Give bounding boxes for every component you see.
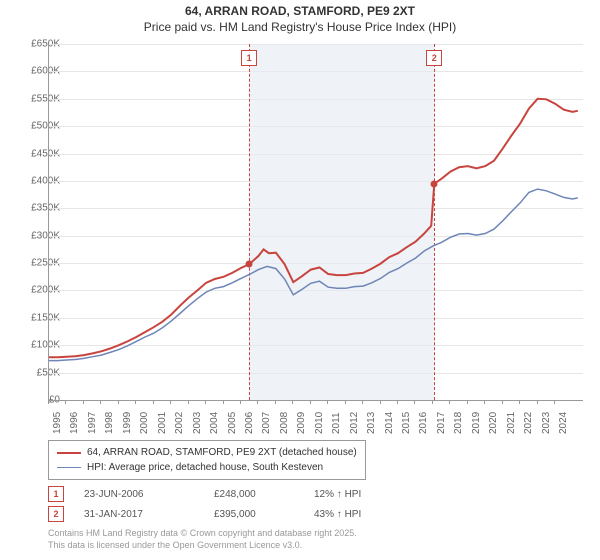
x-tick-label: 1997 bbox=[87, 412, 98, 434]
attribution: Contains HM Land Registry data © Crown c… bbox=[48, 528, 357, 551]
plot-area: 12 bbox=[48, 44, 583, 401]
x-tick-label: 1999 bbox=[122, 412, 133, 434]
x-tick-label: 2024 bbox=[558, 412, 569, 434]
event-date: 23-JUN-2006 bbox=[84, 489, 194, 500]
legend-label: HPI: Average price, detached house, Sout… bbox=[87, 460, 323, 475]
legend-label: 64, ARRAN ROAD, STAMFORD, PE9 2XT (detac… bbox=[87, 445, 357, 460]
x-tick-label: 2004 bbox=[209, 412, 220, 434]
x-tick-label: 2008 bbox=[279, 412, 290, 434]
x-tick-label: 2023 bbox=[541, 412, 552, 434]
x-tick-label: 2016 bbox=[418, 412, 429, 434]
x-tick bbox=[153, 400, 154, 404]
x-tick bbox=[223, 400, 224, 404]
series-line bbox=[49, 99, 578, 358]
x-tick-label: 2009 bbox=[296, 412, 307, 434]
x-tick-label: 2003 bbox=[192, 412, 203, 434]
x-tick bbox=[275, 400, 276, 404]
x-tick bbox=[83, 400, 84, 404]
event-delta: 12% ↑ HPI bbox=[314, 489, 361, 500]
x-tick-label: 2018 bbox=[453, 412, 464, 434]
event-row: 1 23-JUN-2006 £248,000 12% ↑ HPI bbox=[48, 486, 361, 502]
x-tick bbox=[135, 400, 136, 404]
footer-line1: Contains HM Land Registry data © Crown c… bbox=[48, 528, 357, 540]
x-tick-label: 2022 bbox=[523, 412, 534, 434]
legend-row: 64, ARRAN ROAD, STAMFORD, PE9 2XT (detac… bbox=[57, 445, 357, 460]
x-tick bbox=[240, 400, 241, 404]
event-date: 31-JAN-2017 bbox=[84, 509, 194, 520]
event-row: 2 31-JAN-2017 £395,000 43% ↑ HPI bbox=[48, 506, 361, 522]
x-tick bbox=[188, 400, 189, 404]
legend-row: HPI: Average price, detached house, Sout… bbox=[57, 460, 357, 475]
x-tick bbox=[310, 400, 311, 404]
chart-container: 64, ARRAN ROAD, STAMFORD, PE9 2XT Price … bbox=[0, 0, 600, 560]
x-tick bbox=[554, 400, 555, 404]
event-delta: 43% ↑ HPI bbox=[314, 509, 361, 520]
x-tick bbox=[205, 400, 206, 404]
x-tick bbox=[397, 400, 398, 404]
x-tick bbox=[484, 400, 485, 404]
x-tick-label: 2013 bbox=[366, 412, 377, 434]
x-tick-label: 1995 bbox=[52, 412, 63, 434]
events-table: 1 23-JUN-2006 £248,000 12% ↑ HPI 2 31-JAN-201… bbox=[48, 486, 361, 526]
x-tick-label: 2019 bbox=[471, 412, 482, 434]
legend-swatch bbox=[57, 452, 81, 454]
series-svg bbox=[49, 44, 583, 400]
x-tick bbox=[65, 400, 66, 404]
x-tick bbox=[467, 400, 468, 404]
x-tick bbox=[519, 400, 520, 404]
chart-title: 64, ARRAN ROAD, STAMFORD, PE9 2XT Price … bbox=[0, 0, 600, 35]
title-line2: Price paid vs. HM Land Registry's House … bbox=[0, 20, 600, 36]
event-price: £248,000 bbox=[214, 489, 294, 500]
legend-swatch bbox=[57, 467, 81, 468]
x-tick bbox=[345, 400, 346, 404]
x-tick-label: 2021 bbox=[506, 412, 517, 434]
x-tick-label: 2011 bbox=[331, 412, 342, 434]
x-tick bbox=[380, 400, 381, 404]
title-line1: 64, ARRAN ROAD, STAMFORD, PE9 2XT bbox=[0, 4, 600, 20]
x-tick bbox=[100, 400, 101, 404]
legend: 64, ARRAN ROAD, STAMFORD, PE9 2XT (detac… bbox=[48, 440, 366, 480]
x-tick bbox=[48, 400, 49, 404]
x-tick-label: 1998 bbox=[104, 412, 115, 434]
x-tick-label: 2005 bbox=[227, 412, 238, 434]
x-tick bbox=[502, 400, 503, 404]
x-tick-label: 2020 bbox=[488, 412, 499, 434]
event-number: 2 bbox=[48, 506, 64, 522]
x-tick bbox=[449, 400, 450, 404]
x-tick bbox=[327, 400, 328, 404]
x-tick bbox=[537, 400, 538, 404]
series-line bbox=[49, 189, 578, 361]
event-price: £395,000 bbox=[214, 509, 294, 520]
x-tick bbox=[414, 400, 415, 404]
x-tick-label: 2006 bbox=[244, 412, 255, 434]
x-tick-label: 2001 bbox=[157, 412, 168, 434]
x-tick-label: 2014 bbox=[384, 412, 395, 434]
x-tick-label: 2017 bbox=[436, 412, 447, 434]
x-tick bbox=[257, 400, 258, 404]
x-tick-label: 2012 bbox=[349, 412, 360, 434]
event-number: 1 bbox=[48, 486, 64, 502]
x-tick bbox=[170, 400, 171, 404]
footer-line2: This data is licensed under the Open Gov… bbox=[48, 540, 357, 552]
x-tick-label: 1996 bbox=[69, 412, 80, 434]
x-tick bbox=[432, 400, 433, 404]
x-tick bbox=[118, 400, 119, 404]
x-tick bbox=[362, 400, 363, 404]
x-tick-label: 2002 bbox=[174, 412, 185, 434]
x-tick-label: 2015 bbox=[401, 412, 412, 434]
x-tick-label: 2000 bbox=[139, 412, 150, 434]
x-tick-label: 2007 bbox=[261, 412, 272, 434]
x-tick bbox=[292, 400, 293, 404]
x-tick-label: 2010 bbox=[314, 412, 325, 434]
